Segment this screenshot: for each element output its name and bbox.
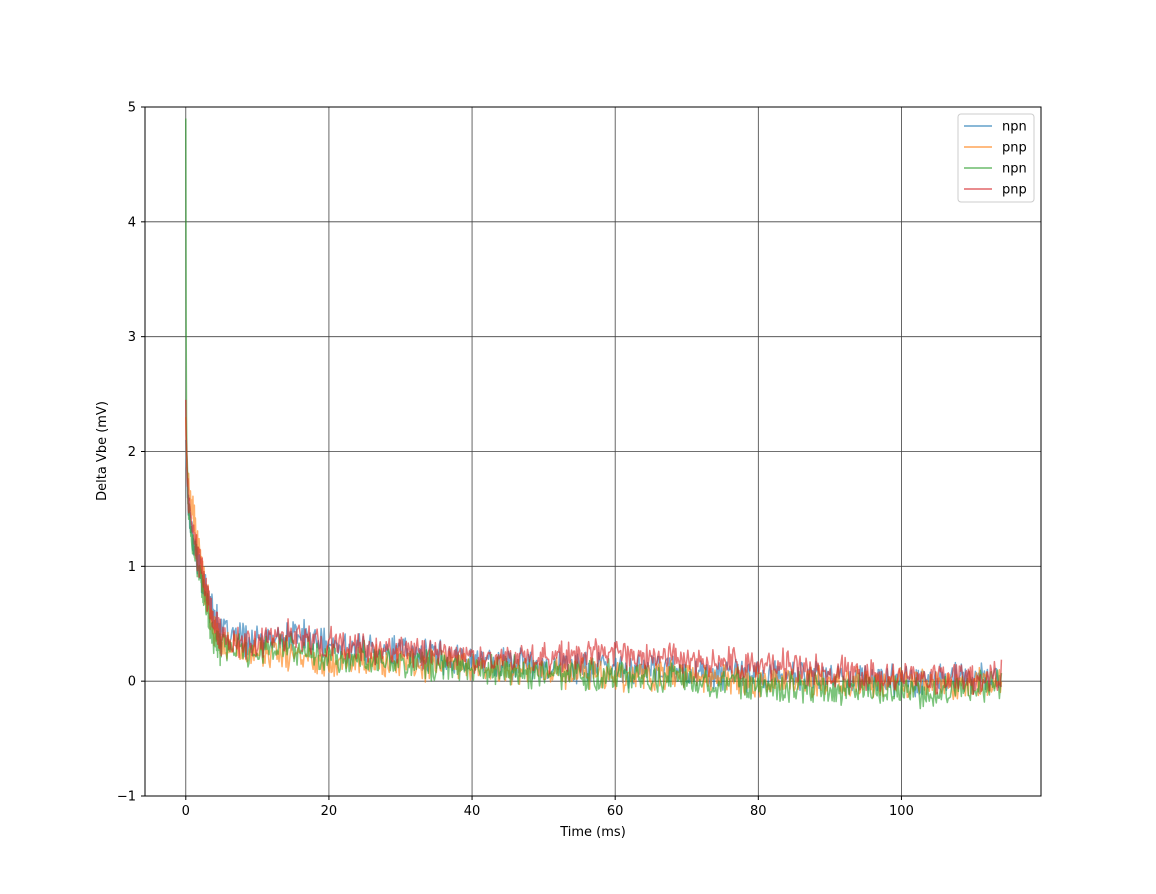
x-tick-label: 40: [464, 804, 481, 819]
y-tick-label: 2: [128, 445, 136, 460]
y-tick-label: 0: [128, 675, 136, 690]
y-tick-label: −1: [117, 790, 136, 805]
legend-label: pnp: [1002, 183, 1027, 198]
series-layer: [185, 118, 1003, 710]
plot-area: [185, 118, 1003, 710]
legend: npn pnp npn pnp: [957, 113, 1035, 203]
x-tick-label: 0: [182, 804, 190, 819]
legend-label: pnp: [1002, 141, 1027, 156]
y-tick-label: 1: [128, 560, 136, 575]
x-axis-label: Time (ms): [559, 825, 626, 840]
series-line-3: [185, 118, 1003, 710]
series-line-4: [185, 399, 1003, 696]
y-tick-label: 3: [128, 330, 136, 345]
y-tick-label: 5: [128, 101, 136, 116]
x-tick-label: 20: [321, 804, 338, 819]
y-ticks: −1 0 1 2 3 4 5: [117, 101, 145, 805]
y-axis-label: Delta Vbe (mV): [95, 401, 110, 501]
legend-label: npn: [1002, 162, 1027, 177]
x-tick-label: 80: [750, 804, 767, 819]
legend-label: npn: [1002, 120, 1027, 135]
x-tick-label: 60: [607, 804, 624, 819]
y-tick-label: 4: [128, 215, 136, 230]
legend-frame: [957, 113, 1035, 203]
x-tick-label: 100: [889, 804, 914, 819]
x-ticks: 0 20 40 60 80 100: [182, 796, 914, 819]
grid: [145, 106, 1041, 797]
